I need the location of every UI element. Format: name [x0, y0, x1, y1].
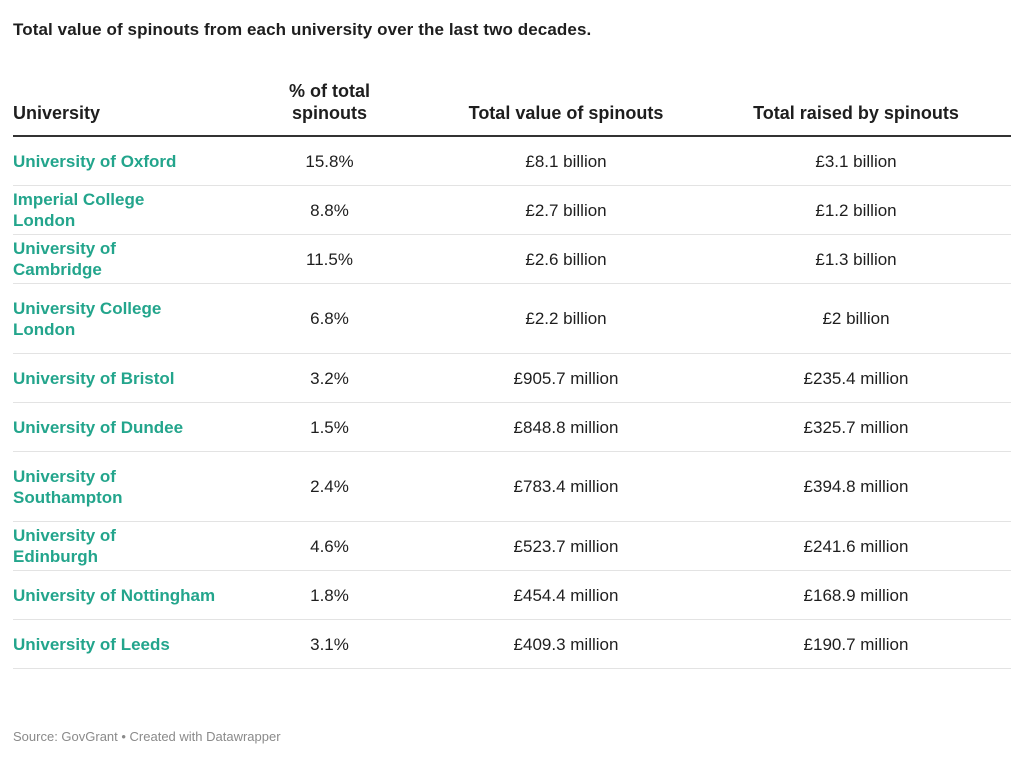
table-row: University of Edinburgh 4.6% £523.7 mill… — [13, 521, 1011, 571]
university-name: University College London — [13, 283, 228, 354]
total-value-cell: £848.8 million — [431, 402, 701, 452]
column-header-pct-total-spinouts[interactable]: % of total spinouts — [228, 80, 431, 137]
pct-total-cell: 1.8% — [228, 570, 431, 620]
table-row: University of Bristol 3.2% £905.7 millio… — [13, 353, 1011, 403]
pct-total-cell: 6.8% — [228, 283, 431, 354]
university-name-label: University of Dundee — [13, 417, 184, 437]
column-header-total-raised[interactable]: Total raised by spinouts — [701, 80, 1011, 137]
total-raised-cell: £325.7 million — [701, 402, 1011, 452]
university-name: University of Nottingham — [13, 570, 228, 620]
total-raised-cell: £241.6 million — [701, 521, 1011, 571]
university-name-label: University of Leeds — [13, 634, 170, 654]
pct-total-cell: 2.4% — [228, 451, 431, 522]
university-name-label: University College London — [13, 298, 162, 339]
total-value-cell: £8.1 billion — [431, 136, 701, 186]
chart-title: Total value of spinouts from each univer… — [13, 20, 592, 39]
university-name: University of Edinburgh — [13, 521, 228, 571]
university-name: University of Dundee — [13, 402, 228, 452]
source-note: Source: GovGrant • Created with Datawrap… — [13, 729, 281, 744]
table-row: University of Nottingham 1.8% £454.4 mil… — [13, 570, 1011, 620]
total-value-cell: £523.7 million — [431, 521, 701, 571]
table-row: University of Cambridge 11.5% £2.6 billi… — [13, 234, 1011, 284]
pct-total-cell: 15.8% — [228, 136, 431, 186]
university-name-label: University of Nottingham — [13, 585, 216, 605]
pct-total-cell: 11.5% — [228, 234, 431, 284]
total-raised-cell: £190.7 million — [701, 619, 1011, 669]
column-header-university[interactable]: University — [13, 80, 228, 137]
table-row: University of Southampton 2.4% £783.4 mi… — [13, 451, 1011, 522]
total-value-cell: £2.7 billion — [431, 185, 701, 235]
total-value-cell: £783.4 million — [431, 451, 701, 522]
table-row: Imperial College London 8.8% £2.7 billio… — [13, 185, 1011, 235]
table-row: University College London 6.8% £2.2 bill… — [13, 283, 1011, 354]
column-header-total-value[interactable]: Total value of spinouts — [431, 80, 701, 137]
total-raised-cell: £1.2 billion — [701, 185, 1011, 235]
university-name-label: Imperial College London — [13, 190, 145, 230]
total-value-cell: £2.6 billion — [431, 234, 701, 284]
university-name: University of Southampton — [13, 451, 228, 522]
table-row: University of Leeds 3.1% £409.3 million … — [13, 619, 1011, 669]
total-raised-cell: £3.1 billion — [701, 136, 1011, 186]
university-name: University of Bristol — [13, 353, 228, 403]
total-value-cell: £2.2 billion — [431, 283, 701, 354]
total-raised-cell: £168.9 million — [701, 570, 1011, 620]
pct-total-cell: 3.2% — [228, 353, 431, 403]
university-name-label: University of Southampton — [13, 466, 123, 507]
university-name-label: University of Cambridge — [13, 239, 116, 279]
spinouts-table: University % of total spinouts Total val… — [13, 80, 1011, 669]
total-raised-cell: £2 billion — [701, 283, 1011, 354]
total-value-cell: £905.7 million — [431, 353, 701, 403]
total-raised-cell: £235.4 million — [701, 353, 1011, 403]
pct-total-cell: 1.5% — [228, 402, 431, 452]
pct-total-cell: 4.6% — [228, 521, 431, 571]
table-row: University of Dundee 1.5% £848.8 million… — [13, 402, 1011, 452]
university-name-label: University of Oxford — [13, 151, 177, 171]
column-header-pct-label: % of total spinouts — [289, 81, 370, 123]
university-name: University of Oxford — [13, 136, 228, 186]
total-value-cell: £454.4 million — [431, 570, 701, 620]
university-name: University of Leeds — [13, 619, 228, 669]
total-value-cell: £409.3 million — [431, 619, 701, 669]
table-row: University of Oxford 15.8% £8.1 billion … — [13, 136, 1011, 186]
total-raised-cell: £1.3 billion — [701, 234, 1011, 284]
pct-total-cell: 8.8% — [228, 185, 431, 235]
university-name-label: University of Bristol — [13, 368, 175, 388]
university-name: University of Cambridge — [13, 234, 228, 284]
total-raised-cell: £394.8 million — [701, 451, 1011, 522]
university-name-label: University of Edinburgh — [13, 526, 116, 566]
pct-total-cell: 3.1% — [228, 619, 431, 669]
university-name: Imperial College London — [13, 185, 228, 235]
table-header-row: University % of total spinouts Total val… — [13, 80, 1011, 137]
